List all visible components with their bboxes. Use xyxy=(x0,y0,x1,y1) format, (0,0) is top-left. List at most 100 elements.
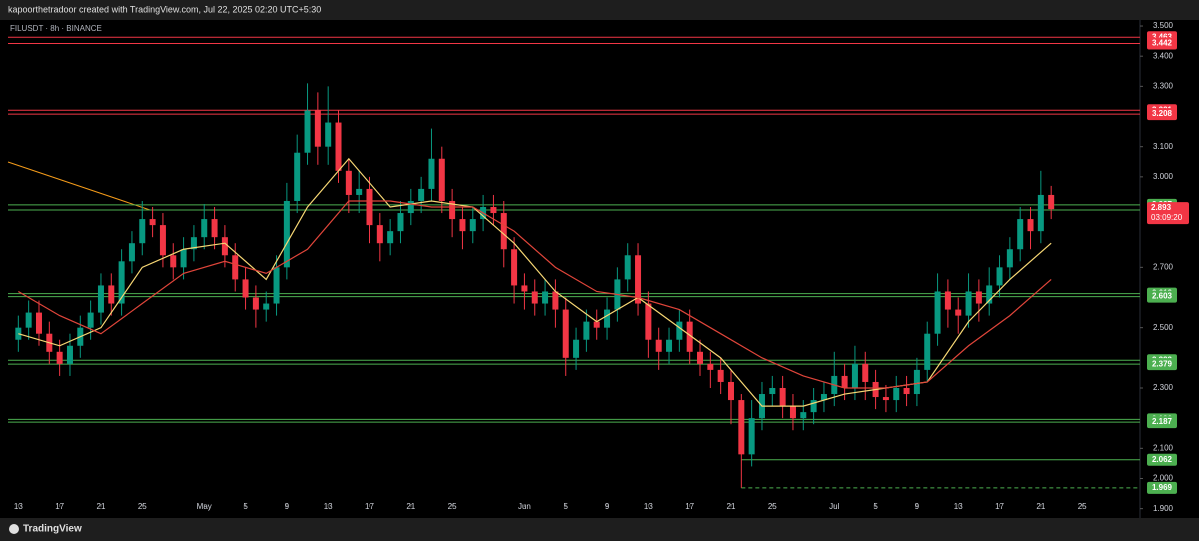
candle-body xyxy=(273,267,280,304)
y-tick-label: 2.300 xyxy=(1153,383,1174,392)
y-tick-label: 2.000 xyxy=(1153,474,1174,483)
level-tag xyxy=(1147,481,1177,494)
last-price-tag xyxy=(1147,202,1189,225)
candle-body xyxy=(604,309,611,328)
x-tick-label: 25 xyxy=(768,502,777,511)
candle-body xyxy=(645,303,652,340)
y-tick-label: 3.300 xyxy=(1153,81,1174,90)
candle-body xyxy=(573,339,580,358)
x-tick-label: Jul xyxy=(829,502,839,511)
candle-body xyxy=(1027,219,1034,232)
level-tag-label: 2.379 xyxy=(1152,359,1173,368)
candle-body xyxy=(190,237,197,250)
level-tag-label: 2.062 xyxy=(1152,455,1173,464)
y-tick-label: 2.500 xyxy=(1153,323,1174,332)
candle-body xyxy=(996,267,1003,286)
x-tick-label: 17 xyxy=(365,502,374,511)
candle-body xyxy=(707,363,714,370)
candle-body xyxy=(263,303,270,310)
y-tick-label: 3.400 xyxy=(1153,51,1174,60)
candle-body xyxy=(882,397,889,401)
candle-body xyxy=(314,110,321,147)
x-tick-label: 21 xyxy=(97,502,106,511)
candle-body xyxy=(118,261,125,304)
x-tick-label: 25 xyxy=(448,502,457,511)
candle-body xyxy=(944,291,951,310)
candle-body xyxy=(242,279,249,298)
candle-body xyxy=(862,363,869,382)
level-tag xyxy=(1147,37,1177,50)
header-bar xyxy=(0,0,1199,20)
candle-body xyxy=(66,345,73,364)
level-tag xyxy=(1147,416,1177,429)
moving-average xyxy=(18,200,1052,389)
x-tick-label: 9 xyxy=(285,502,290,511)
candle-body xyxy=(676,321,683,340)
candle-body xyxy=(583,321,590,340)
level-tag-label: 2.187 xyxy=(1152,417,1173,426)
header-text: kapoorthetradoor created with TradingVie… xyxy=(8,4,321,14)
y-tick-label: 2.100 xyxy=(1153,443,1174,452)
candle-body xyxy=(593,321,600,328)
candle-body xyxy=(87,312,94,328)
level-tag xyxy=(1147,290,1177,303)
candle-body xyxy=(521,285,528,292)
x-tick-label: 5 xyxy=(564,502,569,511)
candle-body xyxy=(366,188,373,226)
candle-body xyxy=(779,387,786,407)
candle-body xyxy=(283,200,290,268)
candle-body xyxy=(335,122,342,171)
level-tag-label: 3.442 xyxy=(1152,39,1173,48)
brand-logo xyxy=(9,524,19,534)
candle-body xyxy=(201,219,208,238)
candle-body xyxy=(624,255,631,280)
level-tag xyxy=(1147,108,1177,121)
candle-body xyxy=(903,387,910,395)
x-tick-label: 25 xyxy=(1078,502,1087,511)
candle-body xyxy=(913,369,920,395)
x-tick-label: 21 xyxy=(727,502,736,511)
candle-body xyxy=(108,285,115,304)
x-tick-label: 5 xyxy=(873,502,878,511)
x-tick-label: May xyxy=(197,502,212,511)
candle-body xyxy=(356,188,363,195)
x-tick-label: 25 xyxy=(138,502,147,511)
y-tick-label: 3.500 xyxy=(1153,21,1174,30)
candle-body xyxy=(304,110,311,153)
candle-body xyxy=(490,207,497,214)
footer-bar xyxy=(0,518,1199,541)
candle-body xyxy=(531,291,538,304)
candle-body xyxy=(717,369,724,382)
candle-body xyxy=(449,200,456,220)
x-tick-label: 21 xyxy=(406,502,415,511)
candle-body xyxy=(511,249,518,286)
candle-body xyxy=(294,152,301,201)
x-tick-label: 13 xyxy=(954,502,963,511)
candle-body xyxy=(232,255,239,280)
last-price-label: 2.893 xyxy=(1151,203,1172,212)
candle-body xyxy=(325,122,332,147)
candle-body xyxy=(180,249,187,268)
candle-body xyxy=(211,219,218,238)
candle-body xyxy=(934,291,941,334)
candle-body xyxy=(170,255,177,268)
candle-body xyxy=(562,309,569,358)
candle-body xyxy=(345,170,352,195)
x-tick-label: Jun xyxy=(518,502,531,511)
level-tag xyxy=(1147,358,1177,371)
candle-body xyxy=(97,285,104,313)
candle-body xyxy=(975,291,982,304)
candle-body xyxy=(469,219,476,232)
y-tick-label: 2.700 xyxy=(1153,262,1174,271)
candle-body xyxy=(376,225,383,244)
candle-body xyxy=(686,321,693,352)
candle-body xyxy=(35,312,42,334)
candle-body xyxy=(955,309,962,316)
level-tag-label: 1.969 xyxy=(1152,483,1173,492)
candle-body xyxy=(820,394,827,401)
candle-body xyxy=(221,237,228,256)
level-tag-label: 3.463 xyxy=(1152,32,1173,41)
candle-body xyxy=(252,297,259,310)
y-tick-label: 1.900 xyxy=(1153,504,1174,513)
